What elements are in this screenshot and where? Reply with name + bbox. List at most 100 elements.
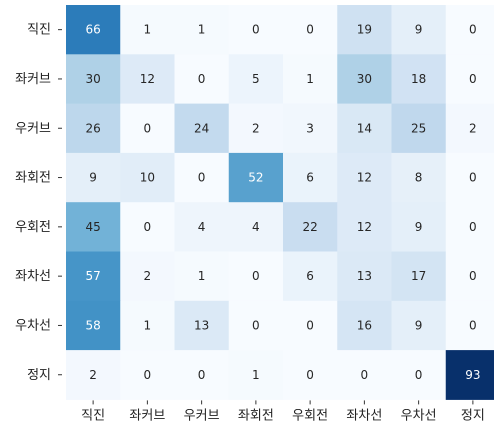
cell-value-label: 2 [252,121,260,135]
heatmap-cell [337,251,392,302]
x-tick-label: 우커브 [184,408,220,423]
heatmap-cell [66,202,121,252]
heatmap-cell [445,300,494,351]
heatmap-cell [445,251,494,302]
y-tick-label: 직진 [27,23,51,38]
heatmap-cell [228,54,284,105]
heatmap-cell [337,350,392,400]
heatmap-cell [445,5,494,55]
heatmap-cell [283,300,338,351]
cell-value-label: 0 [144,220,152,234]
y-tick-label: 우커브 [15,121,51,136]
cell-value-label: 0 [469,171,477,185]
cell-value-label: 0 [252,318,260,332]
cell-value-label: 9 [415,220,423,234]
heatmap-cell [283,251,338,302]
cell-value-label: 10 [140,171,155,185]
cell-value-label: 0 [415,368,423,382]
heatmap-cell [66,152,121,203]
heatmap-cell [120,54,175,105]
heatmap-cell [337,152,392,203]
cell-value-label: 3 [306,121,314,135]
heatmap-cell [283,152,338,203]
cell-value-label: 13 [194,318,209,332]
heatmap-cell [283,5,338,55]
heatmap-cell [445,54,494,105]
heatmap-cell [120,152,175,203]
heatmap-cell [445,350,494,400]
heatmap-cell [337,54,392,105]
cell-value-label: 45 [85,220,100,234]
cell-value-label: 1 [144,318,152,332]
heatmap-cell [391,202,447,252]
cell-value-label: 22 [302,220,317,234]
cell-value-label: 1 [144,23,152,37]
heatmap-cell [391,251,447,302]
cell-value-label: 4 [198,220,206,234]
y-tick-label: 정지 [27,368,51,383]
heatmap-cell [120,202,175,252]
cell-value-label: 17 [411,269,426,283]
heatmap-cell [66,251,121,302]
heatmap-cell [228,103,284,154]
cell-value-label: 12 [357,220,372,234]
cell-value-label: 0 [361,368,369,382]
cell-value-label: 0 [252,269,260,283]
cell-value-label: 52 [248,171,263,185]
heatmap-cell [283,202,338,252]
cell-value-label: 1 [252,368,260,382]
heatmap-cell [391,5,447,55]
cell-value-label: 4 [252,220,260,234]
heatmap-cell [283,350,338,400]
cell-value-label: 6 [306,171,314,185]
cell-value-label: 0 [144,121,152,135]
cell-value-label: 0 [252,23,260,37]
cell-value-label: 25 [411,121,426,135]
heatmap-cell [337,300,392,351]
heatmap-cell [337,5,392,55]
heatmap-cell [228,300,284,351]
cell-value-label: 58 [85,318,100,332]
y-tick-label: 좌커브 [15,72,51,87]
heatmap-cell [228,202,284,252]
cell-value-label: 12 [140,72,155,86]
cell-value-label: 5 [252,72,260,86]
cell-value-label: 16 [357,318,372,332]
cell-value-label: 0 [469,72,477,86]
cell-value-label: 1 [306,72,314,86]
x-tick-label: 우회전 [292,408,328,423]
cell-value-label: 2 [469,121,477,135]
heatmap-cell [391,350,447,400]
heatmap-cell [174,5,230,55]
cell-value-label: 0 [469,269,477,283]
cell-value-label: 30 [357,72,372,86]
heatmap-cell [228,5,284,55]
cell-value-label: 0 [469,23,477,37]
heatmap-cell [445,152,494,203]
cell-value-label: 0 [469,318,477,332]
heatmap-cell [120,300,175,351]
cell-value-label: 13 [357,269,372,283]
cell-value-label: 93 [465,368,480,382]
heatmap-cell [120,5,175,55]
x-tick-label: 정지 [461,408,485,423]
cell-value-label: 2 [144,269,152,283]
x-tick-label: 좌커브 [129,408,165,423]
heatmap-cell [120,251,175,302]
heatmap-cell [391,54,447,105]
x-tick-label: 좌차선 [346,408,382,423]
heatmap-cell [174,152,230,203]
cell-value-label: 6 [306,269,314,283]
cell-value-label: 0 [306,368,314,382]
cell-value-label: 0 [306,23,314,37]
cell-value-label: 30 [85,72,100,86]
heatmap-cell [228,251,284,302]
heatmap-cell [66,5,121,55]
cell-value-label: 26 [85,121,100,135]
x-tick-label: 직진 [81,408,105,423]
heatmap-cell [66,54,121,105]
heatmap-cell [337,202,392,252]
heatmap-cell [228,350,284,400]
heatmap-cell [120,103,175,154]
y-tick-label: 우회전 [15,220,51,235]
